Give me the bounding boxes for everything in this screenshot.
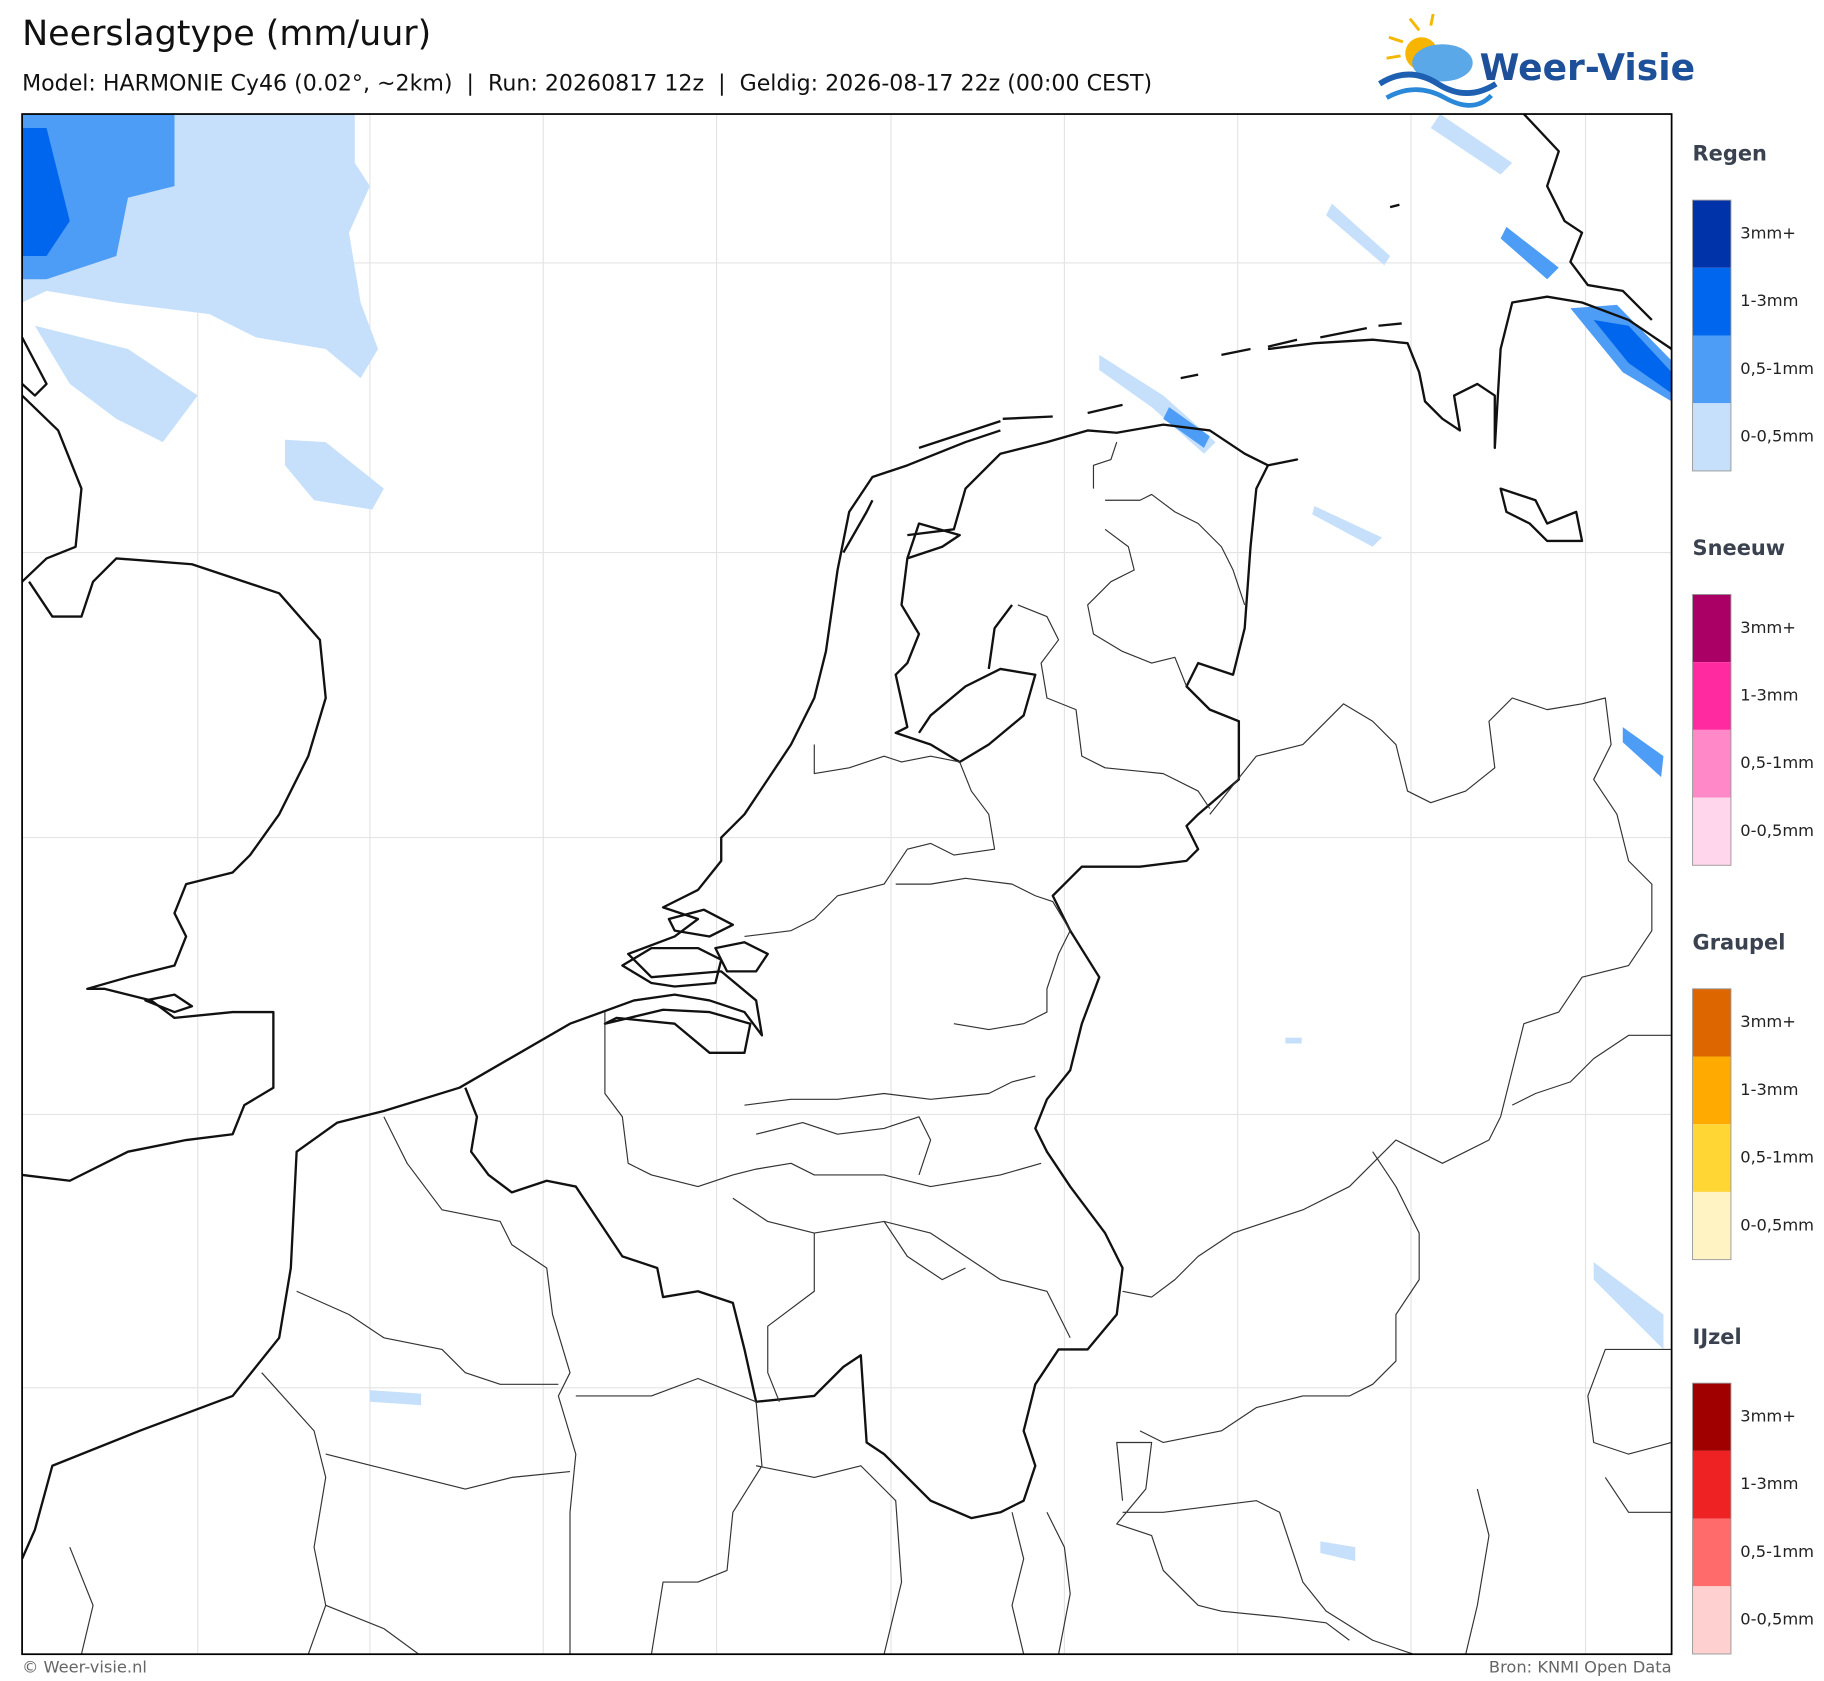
coastlines	[21, 113, 1673, 1560]
legend-label: 0-0,5mm	[1740, 427, 1814, 446]
legend-swatch	[1692, 1586, 1731, 1654]
legend-swatch	[1692, 729, 1731, 798]
subtitle: Model: HARMONIE Cy46 (0.02°, ~2km) | Run…	[22, 70, 1152, 96]
legend-bar-frame	[1692, 594, 1732, 866]
footer-right: Bron: KNMI Open Data	[1489, 1658, 1672, 1677]
legend-label: 3mm+	[1740, 223, 1796, 242]
title: Neerslagtype (mm/uur)	[22, 14, 431, 54]
legend-label: 0,5-1mm	[1740, 359, 1814, 378]
map-frame	[21, 113, 1673, 1656]
legend-swatch	[1692, 1518, 1731, 1587]
legend-group: IJzel 3mm+ 1-3mm 0,5-1mm 0-0,5mm	[1692, 1325, 1814, 1655]
legend-swatch	[1692, 1383, 1731, 1451]
legend-swatch	[1692, 1124, 1731, 1192]
legend-label: 0,5-1mm	[1740, 753, 1814, 772]
map-background	[22, 114, 1672, 1655]
legend-label: 0,5-1mm	[1740, 1542, 1814, 1561]
legend-swatch	[1692, 594, 1731, 663]
legend-swatch	[1692, 1450, 1731, 1519]
legend-swatch	[1692, 403, 1731, 471]
logo-text: Weer-Visie	[1480, 47, 1695, 89]
legend-title: Regen	[1693, 142, 1767, 166]
footer-left: © Weer-visie.nl	[22, 1658, 147, 1677]
legend-swatch	[1692, 662, 1731, 730]
precipitation	[22, 114, 1672, 1562]
legend-label: 3mm+	[1740, 1012, 1796, 1031]
legend-group: Sneeuw 3mm+ 1-3mm 0,5-1mm 0-0,5mm	[1692, 536, 1814, 866]
legend-bar-frame	[1692, 199, 1732, 472]
legend: Regen 3mm+ 1-3mm 0,5-1mm 0-0,5mm Sneeuw 3mm+ 1-…	[1692, 142, 1814, 1655]
legend-bar-frame	[1692, 1382, 1732, 1655]
legend-label: 0,5-1mm	[1740, 1148, 1814, 1167]
legend-bar-frame	[1692, 988, 1732, 1261]
legend-title: Graupel	[1693, 930, 1786, 954]
legend-label: 0-0,5mm	[1740, 1610, 1814, 1629]
map	[21, 113, 1673, 1656]
legend-title: Sneeuw	[1693, 536, 1786, 560]
borders	[69, 441, 1672, 1655]
logo: Weer-Visie	[1378, 13, 1695, 108]
legend-label: 1-3mm	[1740, 1080, 1798, 1099]
legend-swatch	[1692, 1191, 1731, 1260]
legend-label: 1-3mm	[1740, 291, 1798, 310]
legend-label: 0-0,5mm	[1740, 1215, 1814, 1234]
legend-label: 1-3mm	[1740, 1474, 1798, 1493]
legend-swatch	[1692, 988, 1731, 1057]
legend-label: 3mm+	[1740, 618, 1796, 637]
legend-swatch	[1692, 1056, 1731, 1125]
legend-group: Regen 3mm+ 1-3mm 0,5-1mm 0-0,5mm	[1692, 142, 1814, 472]
legend-swatch	[1692, 200, 1731, 268]
legend-swatch	[1692, 267, 1731, 336]
legend-title: IJzel	[1693, 1325, 1742, 1349]
legend-swatch	[1692, 797, 1731, 866]
legend-label: 3mm+	[1740, 1407, 1796, 1426]
legend-label: 1-3mm	[1740, 686, 1798, 705]
legend-label: 0-0,5mm	[1740, 821, 1814, 840]
legend-group: Graupel 3mm+ 1-3mm 0,5-1mm 0-0,5mm	[1692, 930, 1814, 1261]
legend-swatch	[1692, 335, 1731, 404]
